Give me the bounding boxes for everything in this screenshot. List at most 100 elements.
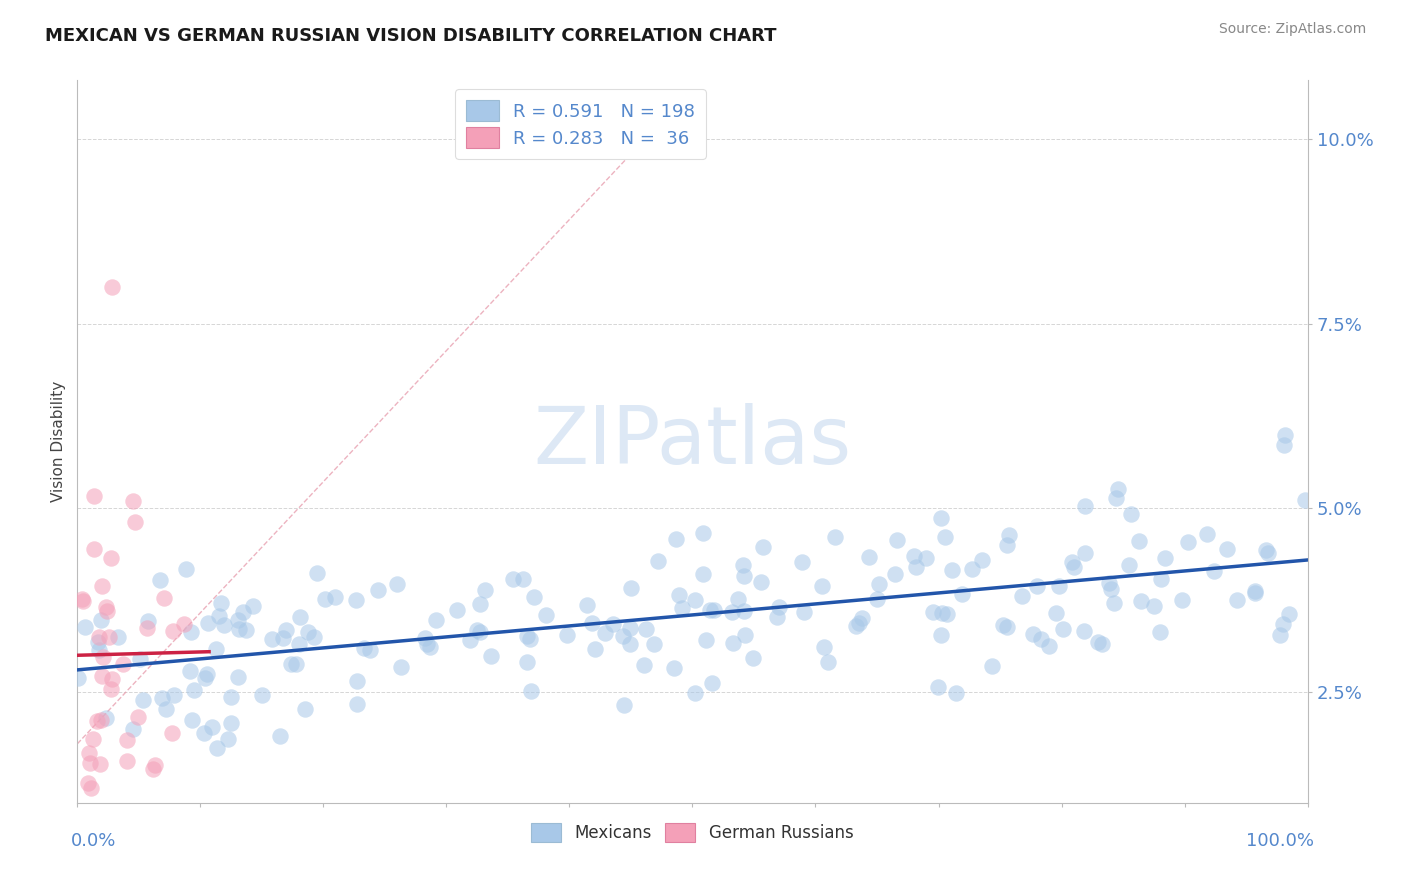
Point bbox=[583, 641, 606, 656]
Point bbox=[1047, 579, 1070, 593]
Point bbox=[180, 624, 202, 639]
Point bbox=[179, 665, 201, 679]
Point bbox=[136, 614, 159, 628]
Point bbox=[83, 489, 105, 503]
Point bbox=[76, 775, 98, 789]
Point bbox=[1150, 572, 1173, 586]
Point bbox=[995, 538, 1018, 552]
Point bbox=[160, 726, 183, 740]
Point bbox=[1045, 606, 1067, 620]
Point bbox=[86, 714, 108, 728]
Point bbox=[367, 582, 389, 597]
Point bbox=[1143, 599, 1166, 613]
Point bbox=[1031, 632, 1053, 646]
Point bbox=[288, 609, 311, 624]
Point bbox=[502, 572, 524, 586]
Point bbox=[634, 622, 657, 636]
Point bbox=[1105, 491, 1128, 505]
Point bbox=[845, 619, 868, 633]
Point bbox=[201, 720, 224, 734]
Point bbox=[112, 657, 135, 671]
Point bbox=[972, 553, 994, 567]
Point bbox=[101, 672, 124, 686]
Point bbox=[66, 671, 89, 685]
Point bbox=[195, 667, 218, 681]
Point bbox=[1256, 542, 1278, 557]
Point bbox=[922, 605, 945, 619]
Point bbox=[612, 629, 634, 643]
Point bbox=[1257, 546, 1279, 560]
Point bbox=[77, 746, 100, 760]
Point bbox=[226, 613, 249, 627]
Point bbox=[721, 636, 744, 650]
Point bbox=[150, 691, 173, 706]
Point bbox=[516, 629, 538, 643]
Point bbox=[683, 686, 706, 700]
Point bbox=[1244, 584, 1267, 599]
Point bbox=[1107, 482, 1129, 496]
Point bbox=[768, 599, 790, 614]
Point bbox=[276, 624, 298, 638]
Point bbox=[700, 676, 723, 690]
Point bbox=[242, 599, 264, 614]
Point bbox=[647, 554, 669, 568]
Point bbox=[205, 741, 228, 756]
Point bbox=[886, 533, 908, 547]
Point bbox=[271, 632, 294, 646]
Point bbox=[792, 555, 814, 569]
Point bbox=[183, 683, 205, 698]
Point bbox=[931, 606, 953, 620]
Point bbox=[205, 642, 228, 657]
Point bbox=[664, 533, 686, 547]
Point bbox=[1130, 594, 1153, 608]
Text: 100.0%: 100.0% bbox=[1246, 831, 1313, 850]
Point bbox=[1052, 622, 1074, 636]
Point bbox=[851, 611, 873, 625]
Point bbox=[848, 615, 870, 630]
Point bbox=[89, 757, 111, 772]
Point bbox=[581, 615, 603, 630]
Point bbox=[90, 669, 112, 683]
Point bbox=[619, 637, 641, 651]
Text: Source: ZipAtlas.com: Source: ZipAtlas.com bbox=[1219, 22, 1367, 37]
Point bbox=[1091, 637, 1114, 651]
Point bbox=[413, 631, 436, 645]
Point bbox=[197, 616, 219, 631]
Point bbox=[193, 726, 215, 740]
Point bbox=[1026, 579, 1049, 593]
Point bbox=[107, 630, 129, 644]
Point bbox=[602, 617, 624, 632]
Point bbox=[307, 566, 329, 580]
Point bbox=[1073, 624, 1095, 638]
Point bbox=[1060, 555, 1083, 569]
Point bbox=[727, 592, 749, 607]
Point bbox=[742, 651, 765, 665]
Point bbox=[643, 637, 665, 651]
Point bbox=[960, 562, 983, 576]
Point bbox=[115, 733, 138, 747]
Point bbox=[903, 549, 925, 563]
Point bbox=[228, 623, 250, 637]
Point bbox=[80, 780, 103, 795]
Point bbox=[129, 652, 152, 666]
Point bbox=[127, 710, 149, 724]
Point bbox=[1195, 527, 1218, 541]
Point bbox=[323, 590, 346, 604]
Point bbox=[446, 603, 468, 617]
Point bbox=[1274, 428, 1296, 442]
Point bbox=[73, 620, 96, 634]
Point bbox=[346, 673, 368, 688]
Point bbox=[121, 722, 143, 736]
Point bbox=[89, 643, 111, 657]
Point bbox=[1226, 592, 1249, 607]
Point bbox=[219, 715, 242, 730]
Point bbox=[733, 605, 755, 619]
Point bbox=[810, 580, 832, 594]
Point bbox=[858, 550, 880, 565]
Point bbox=[90, 713, 112, 727]
Point bbox=[250, 688, 273, 702]
Point bbox=[389, 660, 412, 674]
Point bbox=[72, 591, 94, 606]
Point bbox=[1170, 592, 1192, 607]
Point bbox=[124, 515, 146, 529]
